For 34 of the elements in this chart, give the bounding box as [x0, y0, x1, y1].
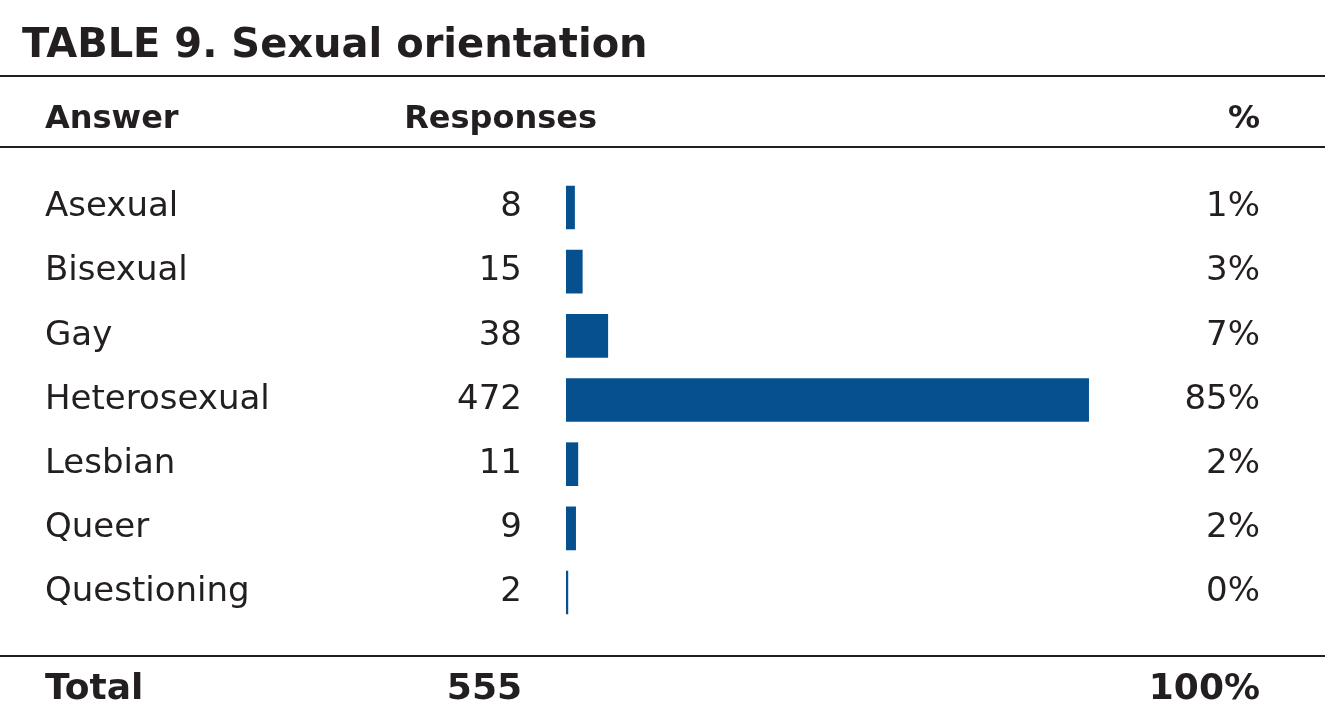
y-tick-label: Gay [45, 312, 113, 353]
text: Total [45, 666, 144, 707]
data-label: 11 [478, 441, 522, 481]
text: 1% [1206, 184, 1260, 225]
y-tick-label: Queer [45, 505, 150, 546]
text: 2% [1206, 441, 1260, 481]
data-label: 38 [478, 312, 522, 353]
text: 0% [1206, 569, 1260, 610]
text: 7% [1206, 312, 1260, 353]
y-tick-label: Bisexual [45, 248, 188, 289]
y-tick-label: Questioning [45, 569, 250, 610]
data-label: 472 [457, 376, 522, 417]
y-axis-title: Answer [45, 98, 179, 136]
data-label: 8 [500, 184, 522, 225]
bar [566, 442, 579, 486]
y-tick-label: Lesbian [45, 441, 176, 481]
bar [566, 249, 583, 294]
text: 85% [1184, 376, 1260, 417]
data-label: 15 [478, 248, 522, 289]
bar [566, 506, 576, 551]
text: 555 [446, 666, 522, 707]
bar [566, 378, 1089, 422]
data-label: 9 [500, 505, 522, 546]
text: 100% [1148, 666, 1260, 707]
chart-title: TABLE 9. Sexual orientation [22, 20, 648, 66]
text: Responses [404, 98, 597, 136]
data-label: 2 [500, 569, 522, 610]
y-tick-label: Asexual [45, 184, 179, 225]
y-tick-label: Heterosexual [45, 376, 270, 417]
text: 3% [1206, 248, 1260, 289]
bar [566, 185, 575, 230]
bar [566, 314, 609, 358]
text: % [1227, 98, 1260, 136]
text: 2% [1206, 505, 1260, 546]
